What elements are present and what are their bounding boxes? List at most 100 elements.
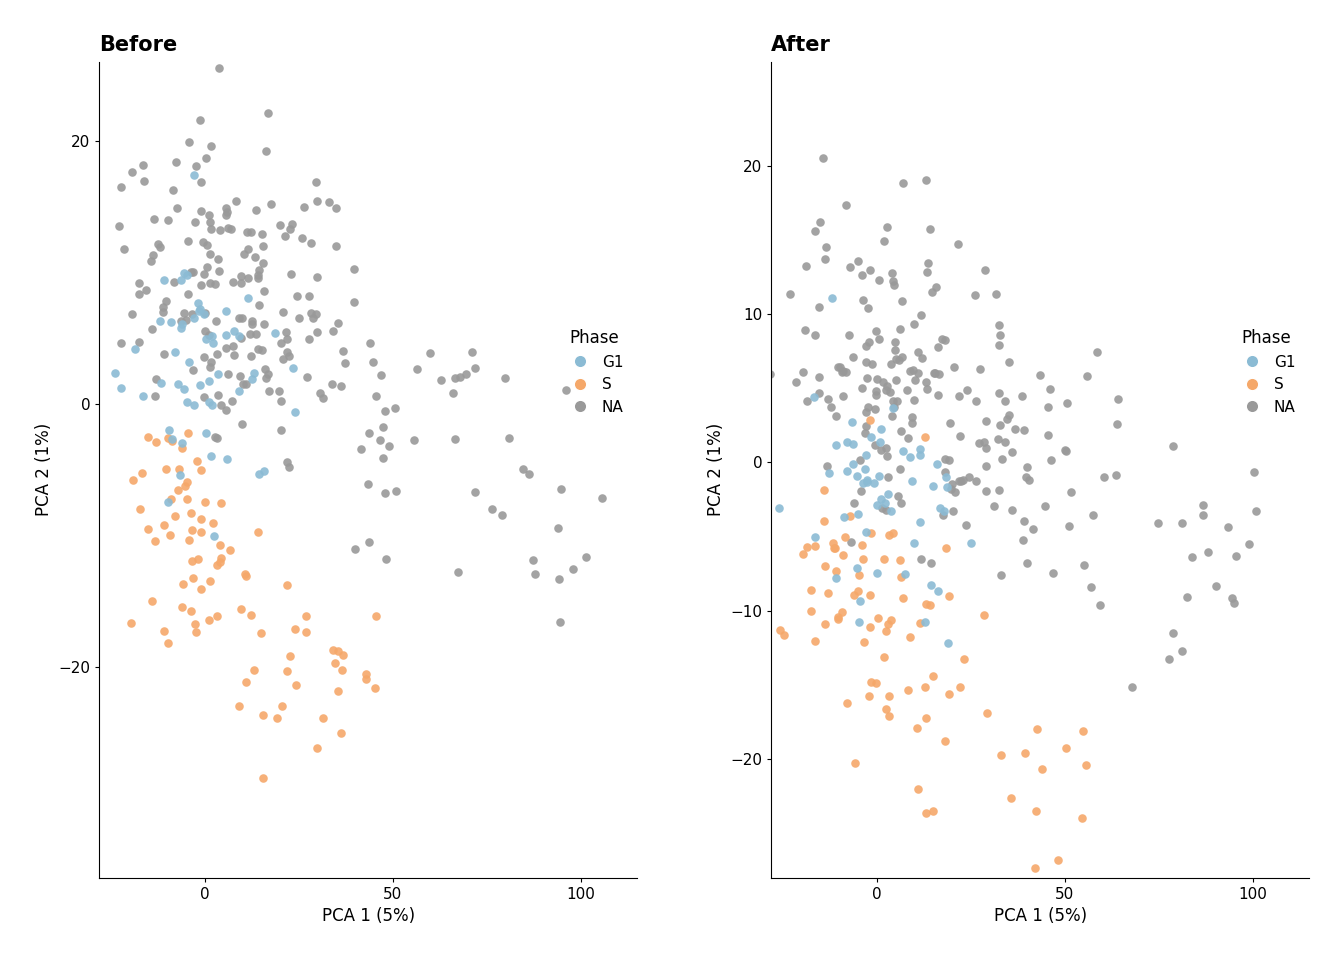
Point [249,262,270,277]
Point [215,327,237,343]
Point [952,472,973,488]
Point [934,464,956,479]
Point [949,389,970,404]
Point [800,603,821,618]
Point [884,335,906,350]
Point [1163,438,1184,453]
Point [890,552,911,567]
Point [871,492,892,507]
Point [902,473,923,489]
Point [185,157,207,173]
Point [198,394,219,409]
Point [277,331,298,347]
Point [130,466,152,481]
Point [274,228,296,244]
Point [844,495,866,511]
Point [113,242,134,257]
Point [878,616,899,632]
Point [137,521,159,537]
Point [245,203,266,218]
Point [271,698,293,713]
Point [210,495,231,511]
Point [899,630,921,645]
Point [1163,625,1184,640]
Point [325,656,347,671]
Point [1058,518,1079,534]
Point [829,359,851,374]
Point [171,313,192,328]
Point [331,662,352,678]
Point [190,512,211,527]
Point [857,300,879,316]
Point [547,520,569,536]
Point [844,756,866,771]
Point [253,317,274,332]
Point [187,552,208,567]
Point [200,354,222,370]
Point [853,635,875,650]
Point [517,467,539,482]
Point [235,568,257,584]
Point [562,561,583,576]
Point [141,321,163,336]
Point [868,273,890,288]
Point [1040,453,1062,468]
Point [254,361,276,376]
Point [172,316,194,331]
Point [575,549,597,564]
Point [1106,417,1128,432]
Point [859,688,880,704]
Point [882,273,903,288]
Point [152,304,173,320]
Point [950,473,972,489]
Point [171,272,192,287]
Point [876,448,898,464]
Point [239,326,261,342]
Point [867,565,888,581]
Point [878,469,899,485]
Point [332,647,353,662]
Point [890,569,911,585]
Point [1073,723,1094,738]
Point [931,331,953,347]
Point [915,374,937,390]
Point [833,510,855,525]
Point [198,612,219,628]
Point [132,157,153,173]
Point [183,264,204,279]
Point [103,366,125,381]
Point [254,464,276,479]
Point [128,276,149,291]
Point [191,581,212,596]
Point [242,372,263,387]
Point [1039,381,1060,396]
Point [165,155,187,170]
Point [804,224,825,239]
Point [199,214,220,229]
Point [923,669,945,684]
Point [892,590,914,606]
Point [1001,444,1023,460]
Point [208,60,230,75]
Point [839,259,860,275]
Point [804,530,825,545]
Point [1105,468,1126,483]
Point [841,535,863,550]
Point [821,290,843,305]
Point [181,306,203,322]
Point [805,326,827,342]
Point [1198,544,1219,560]
Point [359,425,380,441]
Point [817,391,839,406]
Point [860,620,882,636]
Point [934,733,956,749]
Point [937,636,958,651]
Point [309,385,331,400]
Point [956,517,977,533]
Point [140,253,161,269]
Point [991,567,1012,583]
Point [372,420,394,435]
Point [926,456,948,471]
Point [199,360,220,375]
Point [935,479,957,494]
